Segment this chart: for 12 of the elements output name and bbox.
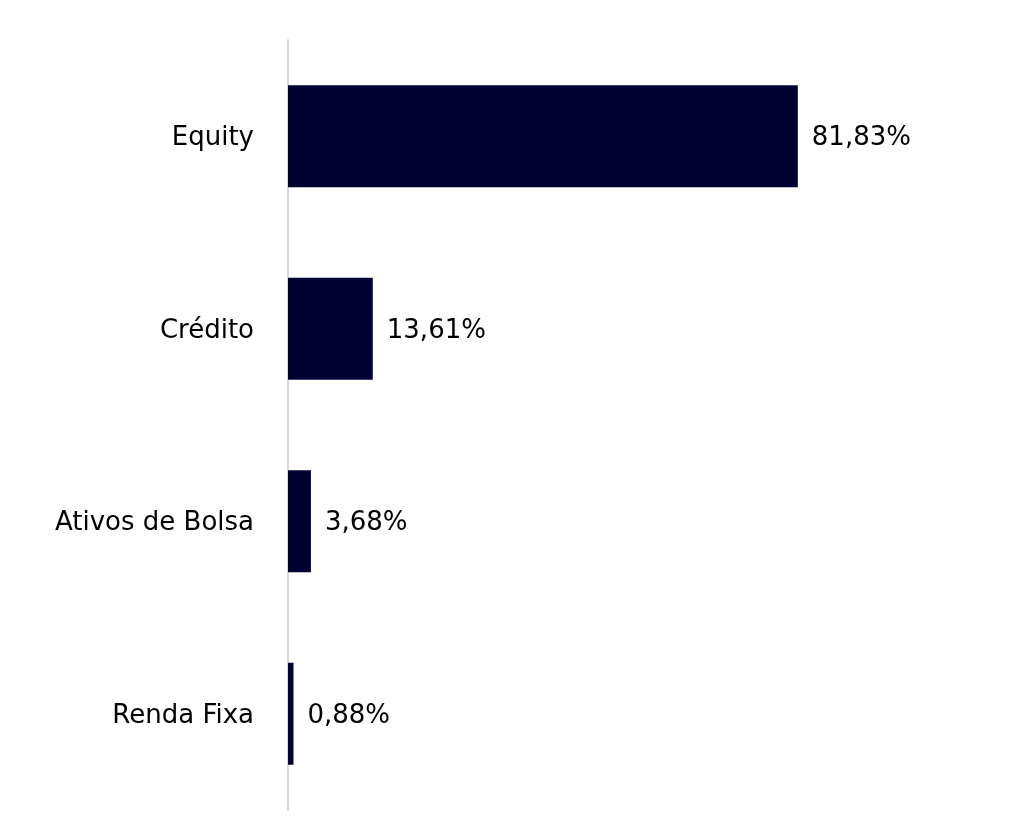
y-tick-label: Ativos de Bolsa: [54, 506, 254, 537]
y-tick-label: Renda Fixa: [112, 698, 254, 729]
bar: [288, 85, 798, 188]
data-label: 3,68%: [324, 506, 408, 537]
data-label: 0,88%: [307, 698, 391, 729]
data-label: 13,61%: [386, 313, 486, 344]
bar: [288, 470, 311, 573]
y-tick-label: Equity: [171, 121, 254, 152]
bar: [288, 662, 294, 765]
y-tick-label: Crédito: [159, 313, 254, 344]
data-label: 81,83%: [811, 121, 911, 152]
bar: [288, 277, 373, 380]
